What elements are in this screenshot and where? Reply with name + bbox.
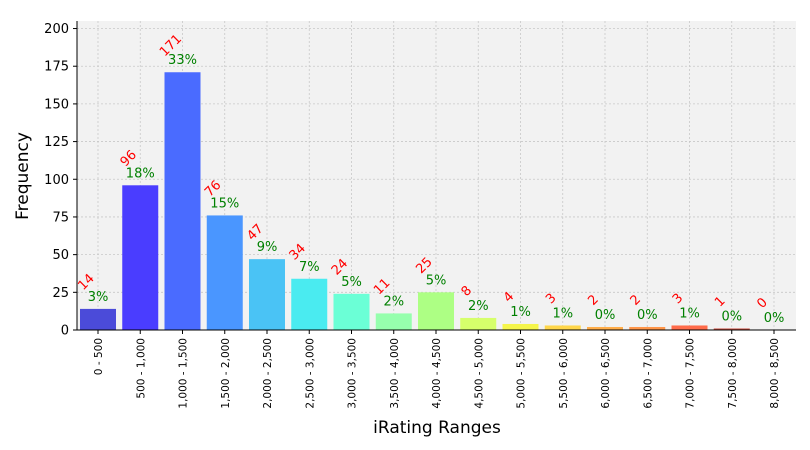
x-tick-label: 6,500 - 7,000: [642, 338, 654, 409]
bars: [80, 72, 750, 330]
bar-6-500-7-000: [629, 326, 666, 330]
x-tick-label: 5,500 - 6,000: [558, 338, 570, 409]
y-tick-label: 125: [44, 135, 69, 150]
y-tick-label: 25: [52, 286, 69, 301]
percent-label: 7%: [299, 260, 320, 275]
percent-label: 2%: [383, 294, 404, 309]
y-tick-label: 200: [44, 22, 69, 37]
percent-label: 15%: [210, 196, 239, 211]
percent-label: 2%: [468, 299, 489, 314]
percent-label: 5%: [426, 273, 447, 288]
y-tick-label: 100: [44, 173, 69, 188]
bar-2-500-3-000: [291, 278, 328, 330]
x-tick-label: 7,000 - 7,500: [685, 338, 697, 409]
percent-label: 0%: [721, 309, 742, 324]
bar-7-000-7-500: [671, 325, 708, 330]
bar-3-000-3-500: [333, 293, 370, 330]
x-ticks: 0 - 500 500 - 1,000 1,000 - 1,500 1,500 - 2…: [93, 330, 781, 409]
bar-1-000-1-500: [164, 72, 201, 330]
y-ticks: 0 25 50 75 100 125 150 175 200: [44, 22, 77, 339]
x-axis-label: iRating Ranges: [373, 418, 501, 438]
bar-2-000-2-500: [249, 259, 285, 330]
x-tick-label: 3,500 - 4,000: [389, 338, 401, 409]
x-tick-label: 4,000 - 4,500: [431, 338, 443, 409]
x-tick-label: 8,000 - 8,500: [769, 338, 781, 409]
y-axis-label: Frequency: [13, 132, 33, 220]
bar-3-500-4-000: [375, 313, 412, 330]
percent-label: 0%: [595, 308, 616, 323]
x-tick-label: 5,000 - 5,500: [516, 338, 528, 409]
y-tick-label: 175: [44, 60, 69, 75]
percent-label: 9%: [257, 240, 278, 255]
percent-label: 1%: [552, 306, 573, 321]
x-tick-label: 3,000 - 3,500: [347, 338, 359, 409]
x-tick-label: 1,500 - 2,000: [220, 338, 232, 409]
x-tick-label: 4,500 - 5,000: [473, 338, 485, 409]
x-tick-label: 0 - 500: [93, 338, 105, 375]
x-tick-label: 7,500 - 8,000: [727, 338, 739, 409]
percent-label: 3%: [88, 290, 109, 305]
y-tick-label: 50: [52, 248, 69, 263]
x-tick-label: 2,500 - 3,000: [304, 338, 316, 409]
bar-7-500-8-000: [713, 328, 750, 330]
bar-4-000-4-500: [418, 292, 454, 330]
x-tick-label: 6,000 - 6,500: [600, 338, 612, 409]
bar-6-000-6-500: [587, 326, 623, 330]
x-tick-label: 2,000 - 2,500: [262, 338, 274, 409]
percent-label: 0%: [764, 311, 785, 326]
y-tick-label: 75: [52, 210, 69, 225]
percent-label: 1%: [510, 305, 531, 320]
percent-label: 18%: [126, 166, 155, 181]
bar-1-500-2-000: [206, 215, 243, 330]
bar-5-000-5-500: [502, 323, 539, 330]
percent-label: 1%: [679, 306, 700, 321]
percent-label: 5%: [341, 275, 362, 290]
bar-0-500: [80, 308, 116, 330]
percent-label: 33%: [168, 53, 197, 68]
y-tick-label: 0: [61, 324, 69, 339]
y-tick-label: 150: [44, 97, 69, 112]
bar-4-500-5-000: [460, 317, 497, 330]
x-tick-label: 500 - 1,000: [135, 338, 147, 399]
percent-label: 0%: [637, 308, 658, 323]
x-tick-label: 1,000 - 1,500: [178, 338, 190, 409]
bar-5-500-6-000: [544, 325, 581, 330]
bar-500-1-000: [122, 185, 159, 330]
